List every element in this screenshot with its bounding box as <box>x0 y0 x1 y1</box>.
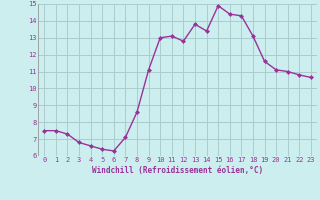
X-axis label: Windchill (Refroidissement éolien,°C): Windchill (Refroidissement éolien,°C) <box>92 166 263 175</box>
